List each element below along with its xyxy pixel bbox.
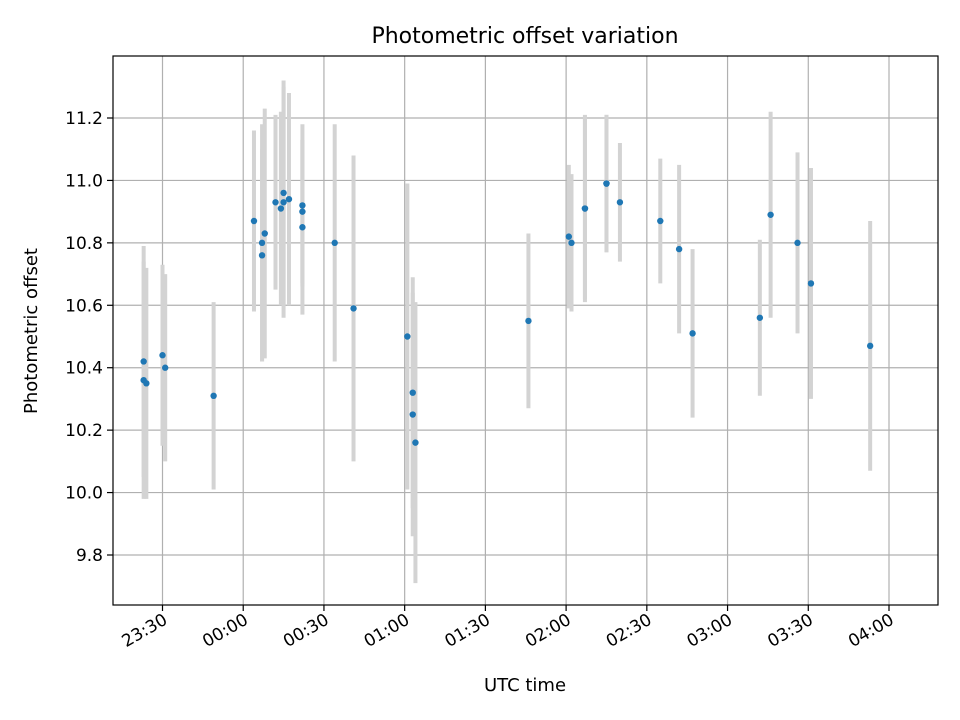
y-tick-label: 10.6 [65, 296, 103, 316]
data-point [261, 230, 268, 237]
x-tick-label: 23:30 [119, 610, 171, 652]
data-point [161, 364, 169, 371]
data-point [866, 342, 874, 350]
x-tick-label: 03:00 [684, 610, 736, 652]
data-point [581, 205, 589, 212]
data-point [404, 333, 411, 340]
x-axis-ticks: 23:30 00:00 00:30 01:00 01:30 02:00 02:30 03:00… [119, 605, 898, 652]
data-point [159, 352, 166, 359]
data-points [140, 180, 874, 446]
x-axis-label: UTC time [484, 675, 566, 696]
plot-area-frame [112, 55, 939, 606]
y-axis-label: Photometric offset [21, 248, 42, 414]
chart-title: Photometric offset variation [371, 24, 678, 49]
data-point [657, 217, 664, 225]
error-bars [141, 80, 873, 584]
data-point [412, 439, 419, 446]
data-point [140, 358, 147, 365]
data-point [565, 233, 573, 240]
data-point [767, 211, 774, 218]
data-point [258, 239, 266, 247]
data-point [299, 224, 306, 231]
y-axis-ticks: 9.8 10.0 10.2 10.4 10.6 10.8 11.0 11.2 [65, 109, 113, 566]
x-tick-label: 01:00 [361, 610, 413, 652]
data-point [210, 392, 217, 400]
data-point [277, 205, 285, 212]
x-tick-label: 00:00 [199, 610, 251, 652]
data-point [299, 208, 306, 215]
data-point [409, 411, 416, 418]
data-point [272, 199, 279, 206]
data-point [143, 380, 150, 387]
y-tick-label: 11.0 [65, 171, 103, 191]
data-point [409, 389, 416, 396]
grid-lines [113, 56, 938, 605]
data-point [756, 314, 764, 321]
data-point [250, 217, 258, 225]
data-point [350, 305, 357, 312]
data-point [331, 239, 338, 247]
y-tick-label: 9.8 [76, 546, 103, 566]
data-point [299, 202, 306, 209]
y-tick-label: 10.8 [65, 234, 103, 254]
data-point [675, 245, 683, 253]
data-point [285, 195, 293, 203]
y-tick-label: 10.4 [65, 359, 103, 379]
y-tick-label: 10.0 [65, 484, 103, 504]
x-tick-label: 02:00 [522, 610, 574, 652]
y-tick-label: 11.2 [65, 109, 103, 129]
data-point [525, 317, 532, 325]
data-point [568, 239, 575, 247]
data-point [280, 189, 287, 197]
y-tick-label: 10.2 [65, 421, 103, 441]
data-point [616, 199, 624, 206]
data-point [807, 280, 815, 287]
x-tick-label: 01:30 [441, 610, 493, 652]
data-point [689, 330, 696, 337]
x-tick-label: 02:30 [603, 610, 655, 652]
x-tick-label: 04:00 [845, 610, 897, 652]
data-point [280, 199, 287, 206]
data-point [794, 239, 801, 247]
data-point [258, 252, 266, 259]
x-tick-label: 00:30 [280, 610, 332, 652]
data-point [603, 180, 610, 187]
x-tick-label: 03:30 [764, 610, 816, 652]
